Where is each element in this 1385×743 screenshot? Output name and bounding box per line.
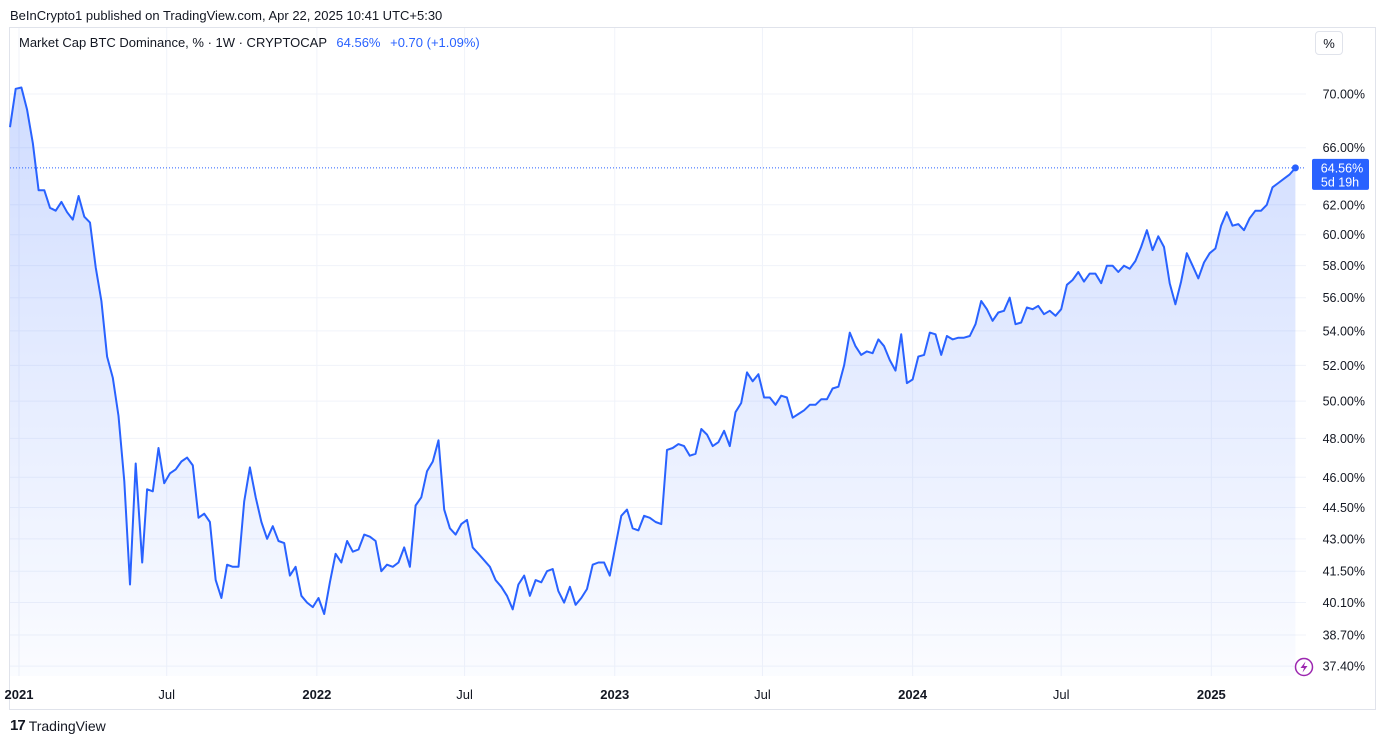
y-tick-label: 40.10% xyxy=(1323,596,1365,610)
price-tag-value: 64.56% xyxy=(1321,161,1363,175)
lightning-icon[interactable] xyxy=(1294,657,1314,677)
y-tick-label: 70.00% xyxy=(1323,88,1365,102)
y-tick-label: 62.00% xyxy=(1323,198,1365,212)
y-tick-label: 52.00% xyxy=(1323,359,1365,373)
x-tick-label: Jul xyxy=(158,687,175,702)
y-tick-label: 58.00% xyxy=(1323,259,1365,273)
line-layer xyxy=(9,86,1297,615)
publisher-caption: BeInCrypto1 published on TradingView.com… xyxy=(10,8,443,23)
x-tick-label: 2024 xyxy=(898,687,928,702)
brand-name: TradingView xyxy=(28,717,106,734)
last-point-marker xyxy=(1291,164,1299,172)
percent-scale-button[interactable]: % xyxy=(1315,31,1343,55)
y-tick-label: 37.40% xyxy=(1323,660,1365,674)
chart-frame xyxy=(9,27,1376,710)
x-tick-label: 2025 xyxy=(1197,687,1226,702)
x-tick-label: 2021 xyxy=(5,687,34,702)
series-area xyxy=(10,87,1296,676)
price-tag-countdown: 5d 19h xyxy=(1321,175,1359,189)
x-tick-label: Jul xyxy=(754,687,771,702)
price-tag xyxy=(1312,158,1369,190)
y-tick-label: 66.00% xyxy=(1323,141,1365,155)
y-tick-label: 41.50% xyxy=(1323,565,1365,579)
x-tick-label: 2023 xyxy=(600,687,629,702)
last-value: 64.56% xyxy=(336,35,381,50)
y-tick-label: 43.00% xyxy=(1323,532,1365,546)
y-tick-label: 48.00% xyxy=(1323,432,1365,446)
tradingview-logo-icon: 17 xyxy=(10,717,26,734)
x-tick-label: Jul xyxy=(456,687,473,702)
y-tick-label: 60.00% xyxy=(1323,228,1365,242)
area-layer xyxy=(10,87,1296,676)
change-value: +0.70 (+1.09%) xyxy=(390,35,480,50)
y-tick-label: 38.70% xyxy=(1323,628,1365,642)
x-axis: 2021 Jul 2022 Jul 2023 Jul 2024 Jul 2025 xyxy=(5,687,1226,702)
y-tick-label: 54.00% xyxy=(1323,324,1365,338)
y-axis: 70.00% 66.00% 62.00% 60.00% 58.00% 56.00% 54.0… xyxy=(1323,88,1365,674)
y-tick-label: 44.50% xyxy=(1323,501,1365,515)
price-overlay: 64.56%5d 19h xyxy=(10,158,1369,190)
tradingview-brand[interactable]: 17 TradingView xyxy=(10,717,106,734)
x-tick-label: 2022 xyxy=(302,687,331,702)
series-line xyxy=(9,86,1297,615)
series-legend: Market Cap BTC Dominance, % · 1W · CRYPT… xyxy=(19,35,480,50)
y-tick-label: 56.00% xyxy=(1323,291,1365,305)
symbol-label: Market Cap BTC Dominance, % · 1W · CRYPT… xyxy=(19,35,327,50)
y-tick-label: 50.00% xyxy=(1323,395,1365,409)
y-tick-label: 46.00% xyxy=(1323,471,1365,485)
x-tick-label: Jul xyxy=(1053,687,1070,702)
